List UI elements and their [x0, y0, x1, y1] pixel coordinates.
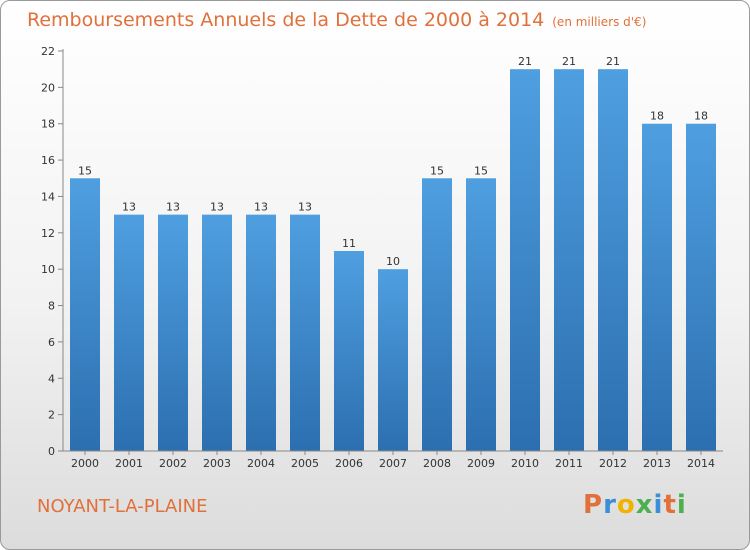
y-tick-label: 20: [41, 81, 55, 94]
data-label-2004: 13: [254, 201, 268, 214]
bar-2001: [114, 214, 144, 451]
proxiti-logo: Proxiti: [583, 490, 687, 520]
x-tick-label-2013: 2013: [643, 457, 671, 470]
data-label-2014: 18: [694, 110, 708, 123]
y-tick-label: 14: [41, 190, 55, 203]
x-tick-label-2010: 2010: [511, 457, 539, 470]
data-label-2001: 13: [122, 201, 136, 214]
x-tick-label-2009: 2009: [467, 457, 495, 470]
y-tick-label: 16: [41, 154, 55, 167]
data-label-2003: 13: [210, 201, 224, 214]
bar-2012: [598, 69, 628, 451]
bar-2008: [422, 178, 452, 452]
data-label-2011: 21: [562, 55, 576, 68]
x-tick-label-2012: 2012: [599, 457, 627, 470]
logo-letter: r: [603, 490, 617, 520]
x-tick-label-2005: 2005: [291, 457, 319, 470]
bar-2004: [246, 214, 276, 451]
y-tick-label: 6: [48, 336, 55, 349]
axes-group: 0 2 4 6 8 10 12 14 16 18 20 22 2000 2001 2002 2003 2004 2…: [41, 45, 723, 470]
bar-2006: [334, 251, 364, 451]
logo-letter: P: [583, 490, 604, 520]
y-tick-label: 10: [41, 263, 55, 276]
bar-2005: [290, 214, 320, 451]
bar-2007: [378, 269, 408, 451]
data-label-2009: 15: [474, 164, 488, 177]
commune-name: NOYANT-LA-PLAINE: [37, 496, 208, 517]
y-tick-label: 4: [48, 372, 55, 385]
bar-2000: [70, 178, 100, 452]
y-tick-label: 12: [41, 227, 55, 240]
logo-letter: i: [653, 490, 664, 520]
x-tick-label-2004: 2004: [247, 457, 275, 470]
bar-2009: [466, 178, 496, 452]
data-label-2010: 21: [518, 55, 532, 68]
logo-letter: o: [616, 490, 636, 520]
data-label-2005: 13: [298, 201, 312, 214]
x-tick-label-2011: 2011: [555, 457, 583, 470]
x-tick-label-2008: 2008: [423, 457, 451, 470]
x-tick-label-2003: 2003: [203, 457, 231, 470]
data-label-2007: 10: [386, 255, 400, 268]
x-tick-label-2006: 2006: [335, 457, 363, 470]
bar-2010: [510, 69, 540, 451]
bar-2013: [642, 123, 672, 452]
logo-letter: x: [635, 490, 654, 520]
y-tick-label: 2: [48, 409, 55, 422]
logo-letter: i: [676, 490, 687, 520]
y-tick-label: 18: [41, 118, 55, 131]
y-tick-label: 0: [48, 445, 55, 458]
bars-group: 15 13 13 13 13 13 11 10 15 15 21 21 21 18 18: [70, 55, 716, 452]
y-tick-label: 22: [41, 45, 55, 58]
data-label-2008: 15: [430, 164, 444, 177]
data-label-2006: 11: [342, 237, 356, 250]
x-tick-label-2000: 2000: [71, 457, 99, 470]
data-label-2012: 21: [606, 55, 620, 68]
data-label-2000: 15: [78, 164, 92, 177]
bar-2003: [202, 214, 232, 451]
data-label-2013: 18: [650, 110, 664, 123]
x-tick-label-2001: 2001: [115, 457, 143, 470]
bar-2011: [554, 69, 584, 451]
chart-title-text: Remboursements Annuels de la Dette de 20…: [27, 9, 545, 31]
y-tick-label: 8: [48, 300, 55, 313]
x-tick-label-2007: 2007: [379, 457, 407, 470]
chart-unit-note: (en milliers d'€): [552, 15, 647, 29]
x-tick-label-2002: 2002: [159, 457, 187, 470]
bar-2014: [686, 123, 716, 452]
x-tick-label-2014: 2014: [687, 457, 715, 470]
data-label-2002: 13: [166, 201, 180, 214]
chart-title: Remboursements Annuels de la Dette de 20…: [27, 9, 646, 31]
bar-2002: [158, 214, 188, 451]
logo-letter: t: [663, 490, 677, 520]
